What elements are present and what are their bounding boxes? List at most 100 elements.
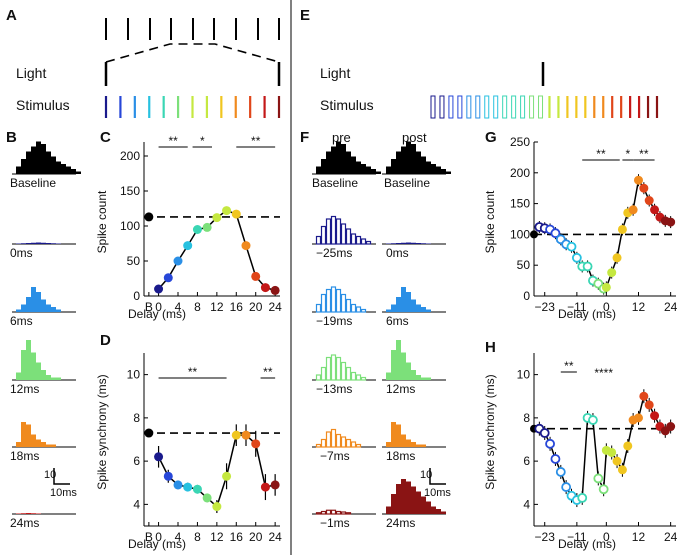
c-point <box>173 256 183 266</box>
hist-f-pre-1-bar <box>335 218 342 245</box>
stimulus-bar-open <box>439 95 445 119</box>
hist-f-post-0-bar <box>386 166 391 174</box>
h-point <box>617 465 627 475</box>
hist-f-pre-5-bar <box>325 509 332 515</box>
hist-label-b-4: 18ms <box>10 449 39 463</box>
hist-b-0-bar <box>46 151 51 174</box>
stimulus-label-a: Stimulus <box>16 97 70 113</box>
d-xtick-label: 8 <box>194 530 201 544</box>
hist-f-post-5-bar <box>421 496 426 514</box>
hist-f-pre-3-bar <box>350 371 357 381</box>
hist-f-pre-5-bar <box>320 510 327 515</box>
stimulus-bar-open <box>484 95 490 119</box>
g-point-open <box>550 228 561 239</box>
hist-b-3-bar <box>41 370 46 380</box>
c-point <box>270 285 280 295</box>
hist-b-2-bar <box>36 292 41 312</box>
c-xtick-label: 0 <box>155 300 162 314</box>
panel-letter-g: G <box>485 129 497 146</box>
light-label-e: Light <box>320 65 350 81</box>
stimulus-bar-open <box>466 95 472 119</box>
hist-b-2-bar <box>46 304 51 312</box>
g-point <box>612 253 622 263</box>
hist-f-pre-2-bar <box>345 298 352 313</box>
d-xtick-label: 4 <box>175 530 182 544</box>
hist-f-pre-2-bar <box>360 308 367 313</box>
c-xtick-label: 24 <box>268 300 282 314</box>
hist-f-post-5-bar <box>391 494 396 514</box>
hist-f-post-0-bar <box>411 144 416 174</box>
stimulus-bar-open <box>475 95 481 119</box>
d-sig-stars: ** <box>263 365 273 379</box>
hist-b-0-bar <box>41 144 46 174</box>
c-point <box>222 206 232 216</box>
stimulus-bar-open <box>538 95 544 119</box>
hist-f-pre-4-bar <box>315 443 322 448</box>
hist-b-2-bar <box>56 309 61 312</box>
panel-f-histograms: pre post Baseline −25ms −19ms −13ms −7ms… <box>312 130 451 530</box>
d-point <box>192 484 202 494</box>
g-point <box>639 183 649 193</box>
hist-f-pre-5-bar <box>335 510 342 515</box>
ylabel-c: Spike count <box>95 190 109 253</box>
d-xtick-label: 0 <box>155 530 162 544</box>
hist-f-pre-3-bar <box>360 376 367 381</box>
h-point-open <box>577 492 588 503</box>
hist-label-f-pre-1: −25ms <box>316 246 352 260</box>
hist-f-post-4-bar <box>401 434 406 447</box>
hist-b-2-bar <box>26 297 31 312</box>
hist-f-post-4-bar <box>386 442 391 447</box>
hist-b-2-bar <box>21 304 26 312</box>
hist-f-post-0-bar <box>391 159 396 174</box>
hist-b-3-bar <box>31 352 36 380</box>
hist-f-post-0-bar <box>426 161 431 174</box>
hist-f-post-0-bar <box>431 164 436 174</box>
hist-b-0-bar <box>51 156 56 174</box>
d-ytick-label: 10 <box>127 368 141 382</box>
hist-f-post-2-bar <box>391 304 396 312</box>
ylabel-d: Spike synchrony (ms) <box>95 374 109 489</box>
h-point-open <box>588 415 598 425</box>
hist-f-pre-0-bar <box>351 156 356 174</box>
g-baseline-point <box>530 230 538 239</box>
h-ytick-label: 8 <box>523 411 530 425</box>
hist-b-4-bar <box>26 424 31 447</box>
hist-f-post-0-bar <box>416 151 421 174</box>
g-ytick-label: 150 <box>510 197 530 211</box>
hist-f-pre-0-bar <box>366 166 371 174</box>
hist-f-pre-1-bar <box>365 240 372 245</box>
hist-f-post-2-bar <box>416 304 421 312</box>
panel-letter-f: F <box>300 129 309 146</box>
c-point <box>251 271 261 281</box>
hist-f-pre-5-bar <box>330 509 337 515</box>
d-baseline-point <box>144 428 154 438</box>
post-label: post <box>402 130 427 145</box>
c-point <box>183 241 193 251</box>
hist-label-b-5: 24ms <box>10 516 39 530</box>
hist-f-pre-1-bar <box>350 233 357 245</box>
hist-b-1-bar <box>51 243 56 244</box>
hist-f-post-4-bar <box>396 424 401 447</box>
hist-f-post-4-bar <box>391 422 396 447</box>
hist-b-3-bar <box>26 340 31 380</box>
hist-b-1-bar <box>46 243 51 244</box>
hist-label-b-3: 12ms <box>10 382 39 396</box>
c-sig-stars: ** <box>251 134 261 148</box>
c-point <box>241 241 251 251</box>
panel-letter-d: D <box>100 332 111 349</box>
hist-b-3-bar <box>16 372 21 380</box>
h-point-open <box>598 484 609 495</box>
c-ytick-label: 50 <box>127 254 141 268</box>
g-ytick-label: 250 <box>510 135 530 149</box>
d-xtick-label: 20 <box>249 530 263 544</box>
hist-f-post-4-bar <box>406 439 411 447</box>
hist-b-5-bar <box>21 513 26 514</box>
panel-letter-a: A <box>6 7 17 24</box>
hist-label-f-post-3: 12ms <box>386 382 415 396</box>
c-xtick-label: 4 <box>175 300 182 314</box>
hist-f-post-3-bar <box>411 370 416 380</box>
hist-label-f-pre-3: −13ms <box>316 382 352 396</box>
stimulus-bar-open <box>430 95 436 119</box>
hist-f-post-4-bar <box>421 444 426 447</box>
